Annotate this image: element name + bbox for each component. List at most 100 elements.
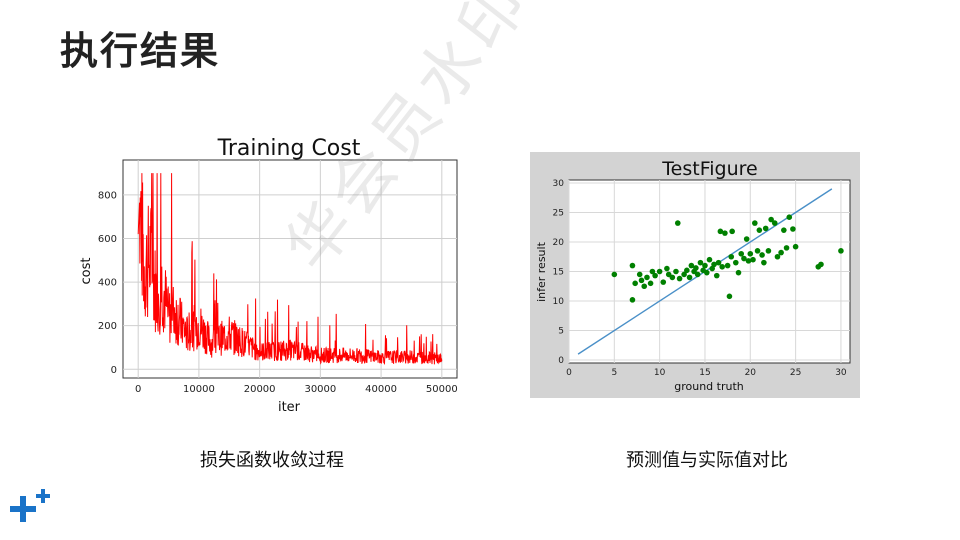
test-x-tick-label: 30 <box>835 368 847 378</box>
scatter-point <box>694 271 701 278</box>
scatter-point <box>706 256 713 263</box>
cost-y-tick-label: 800 <box>98 190 117 201</box>
test-y-tick-label: 15 <box>553 268 564 278</box>
scatter-point <box>629 297 636 303</box>
scatter-points <box>611 214 844 303</box>
scatter-point <box>697 259 704 266</box>
scatter-point <box>756 227 763 233</box>
test-y-tick-label: 10 <box>553 297 565 307</box>
test-x-tick-label: 15 <box>699 368 710 378</box>
caption-prediction-vs-actual: 预测值与实际值对比 <box>626 450 788 471</box>
scatter-point <box>636 271 643 278</box>
scatter-point <box>702 262 708 269</box>
scatter-point <box>693 265 699 271</box>
scatter-point <box>778 249 784 256</box>
test-y-tick-label: 0 <box>558 356 564 366</box>
scatter-point <box>641 283 648 290</box>
cost-y-tick-label: 600 <box>98 234 117 245</box>
slide-title: 执行结果 <box>60 29 221 73</box>
test-y-label: infer result <box>535 241 548 301</box>
scatter-point <box>729 228 735 235</box>
test-grid <box>568 180 850 363</box>
scatter-point <box>743 236 750 242</box>
scatter-point <box>774 253 781 260</box>
scatter-point <box>781 227 787 233</box>
cost-x-label: iter <box>278 400 301 415</box>
scatter-point <box>745 258 752 264</box>
scatter-point <box>674 220 681 226</box>
scatter-point <box>715 259 722 266</box>
scatter-point <box>750 256 756 263</box>
cost-y-label: cost <box>79 258 94 285</box>
scatter-point <box>792 243 799 250</box>
scatter-point <box>644 274 650 281</box>
cost-grid <box>123 160 457 378</box>
scatter-point <box>684 267 690 274</box>
scatter-point <box>752 220 758 226</box>
caption-loss-convergence: 损失函数收敛过程 <box>200 450 344 471</box>
scatter-point <box>656 268 663 275</box>
scatter-point <box>754 248 761 254</box>
scatter-point <box>688 262 695 269</box>
cost-x-tick-label: 10000 <box>183 384 215 395</box>
test-figure-chart: TestFigure 0 5 10 15 20 25 30 0 5 10 15 20 25 30 grou… <box>530 152 860 398</box>
test-ticks: 0 5 10 15 20 25 30 0 5 10 15 20 25 30 <box>553 179 847 378</box>
scatter-point <box>818 261 824 268</box>
scatter-point <box>786 214 793 220</box>
test-x-tick-label: 20 <box>745 368 757 378</box>
cost-x-tick-label: 0 <box>135 384 141 395</box>
test-x-tick-label: 0 <box>566 368 572 378</box>
scatter-point <box>664 265 670 272</box>
cost-ticks: 0 10000 20000 30000 40000 50000 0 200 400 600 800 <box>98 190 458 395</box>
scatter-point <box>741 255 747 262</box>
scatter-point <box>649 268 656 275</box>
scatter-point <box>747 250 754 257</box>
scatter-point <box>838 248 844 254</box>
scatter-point <box>703 269 710 276</box>
scatter-point <box>771 220 778 226</box>
scatter-point <box>722 230 728 236</box>
test-x-tick-label: 5 <box>611 368 617 378</box>
scatter-point <box>765 248 772 254</box>
scatter-point <box>686 274 693 281</box>
scatter-point <box>724 262 731 269</box>
scatter-point <box>638 277 645 284</box>
scatter-point <box>762 225 769 232</box>
scatter-point <box>669 274 676 281</box>
cost-chart-title: Training Cost <box>217 136 361 161</box>
cost-y-tick-label: 400 <box>98 278 117 289</box>
scatter-point <box>759 252 765 258</box>
cost-x-tick-label: 20000 <box>244 384 276 395</box>
cost-x-tick-label: 40000 <box>365 384 397 395</box>
cost-x-tick-label: 50000 <box>426 384 458 395</box>
scatter-point <box>652 272 658 279</box>
scatter-point <box>611 271 618 278</box>
cost-x-tick-label: 30000 <box>304 384 336 395</box>
test-x-label: ground truth <box>674 380 744 393</box>
scatter-point <box>738 250 745 257</box>
training-cost-chart: Training Cost 0 10000 20000 30000 40000 50000… <box>79 136 458 415</box>
scatter-point <box>647 280 654 287</box>
scatter-point <box>719 263 725 270</box>
scatter-point <box>660 279 667 285</box>
scatter-point <box>681 271 687 278</box>
scatter-point <box>790 226 796 232</box>
test-y-tick-label: 25 <box>553 208 564 218</box>
scatter-point <box>732 259 739 266</box>
scatter-point <box>728 253 735 260</box>
test-x-tick-label: 25 <box>790 368 801 378</box>
cost-y-tick-label: 200 <box>98 321 117 332</box>
scatter-point <box>673 268 679 275</box>
plus-logo-icon <box>10 489 50 522</box>
test-y-tick-label: 20 <box>553 238 565 248</box>
test-y-tick-label: 5 <box>558 327 564 337</box>
scatter-point <box>632 280 638 287</box>
scatter-point <box>711 261 717 268</box>
cost-series-line <box>137 173 443 366</box>
cost-y-tick-label: 0 <box>111 365 117 376</box>
scatter-point <box>713 272 720 279</box>
test-y-tick-label: 30 <box>553 179 565 189</box>
scatter-point <box>676 275 683 282</box>
scatter-point <box>629 262 636 269</box>
scatter-point <box>761 259 767 266</box>
